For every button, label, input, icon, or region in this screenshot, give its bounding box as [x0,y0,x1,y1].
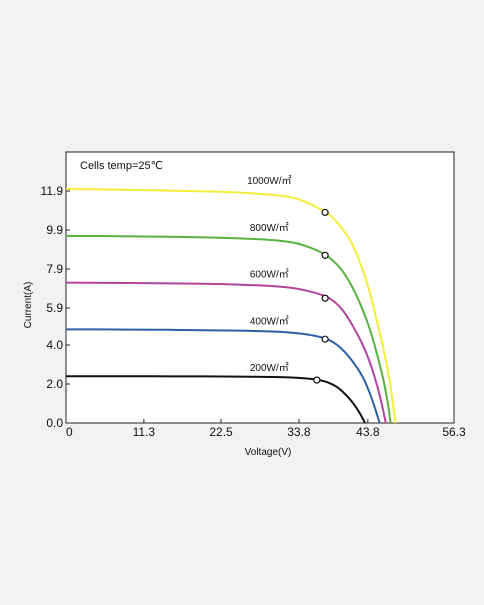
y-tick-label: 11.9 [41,184,64,198]
series-label: 800W/㎡ [250,222,289,234]
series-label: 1000W/㎡ [247,175,291,187]
plot-frame [65,151,455,424]
y-tick-label: 9.9 [46,223,63,237]
max-power-point [321,251,329,259]
series-line [66,375,366,424]
x-tick-label: 0 [66,425,73,439]
series-line [65,328,381,424]
ticks-layer: 0 11.3 22.5 33.8 43.8 56.3 0.0 2.0 4.0 5.9 7.9 9.9 1… [41,184,466,439]
x-tick-label: 33.8 [287,425,311,439]
y-tick-label: 4.0 [46,338,63,352]
y-tick-label: 5.9 [46,301,63,315]
max-power-point [321,335,329,343]
x-tick-label: 56.3 [442,425,466,439]
series-label: 600W/㎡ [250,269,289,281]
x-axis-label: Voltage(V) [245,447,292,458]
y-tick-label: 0.0 [46,416,63,430]
max-power-point [313,376,321,384]
cells-temp-annotation: Cells temp=25℃ [80,160,163,172]
y-axis-label: Current(A) [23,282,34,329]
series-line [65,281,387,424]
x-tick-label: 43.8 [356,425,380,439]
y-tick-label: 7.9 [46,262,63,276]
max-power-point [321,208,329,217]
series-label: 200W/㎡ [250,362,289,374]
x-tick-label: 22.5 [209,425,233,439]
y-tick-label: 2.0 [46,377,63,391]
series-layer: 1000W/㎡ 800W/㎡ 600W/㎡ 400W/㎡ 200W/㎡ [65,175,397,424]
series-line [65,234,392,424]
series-label: 400W/㎡ [250,315,289,327]
max-power-point [321,294,329,302]
x-tick-label: 11.3 [133,425,156,439]
